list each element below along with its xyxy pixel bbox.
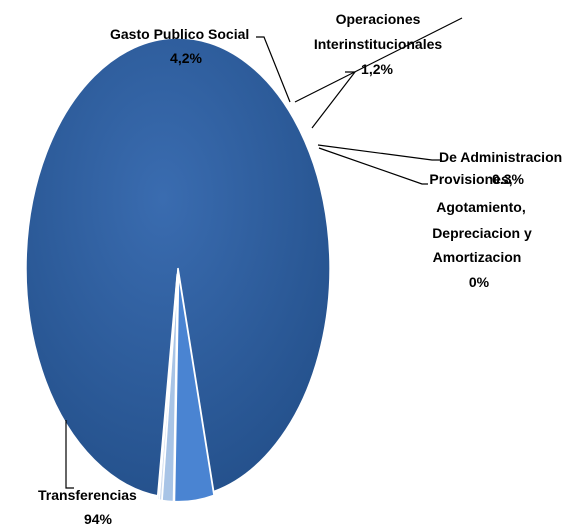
slice-value-transferencias: 94% [84, 511, 113, 527]
slice-gasto-publico-social [173, 273, 215, 503]
leader-operaciones [294, 17, 463, 103]
leader-de-administracion [317, 144, 440, 161]
slice-label-gasto-publico-social: Gasto Publico Social [110, 26, 249, 42]
leader-transferencias [65, 420, 74, 489]
slice-label-operaciones-line2: Interinstitucionales [314, 36, 443, 52]
slice-label-operaciones-line1: Operaciones [336, 11, 421, 27]
slice-provisiones [156, 273, 178, 501]
slice-value-gasto-publico-social: 4,2% [170, 50, 202, 66]
leader-operaciones-value [311, 71, 357, 129]
slice-label-provisiones-line2: Agotamiento, [436, 199, 525, 215]
slice-value-provisiones: 0% [469, 274, 490, 290]
slice-label-transferencias: Transferencias [38, 487, 137, 503]
slice-value-operaciones: 1,2% [361, 61, 393, 77]
leader-provisiones [318, 147, 428, 185]
slice-label-de-administracion: De Administracion [439, 149, 562, 165]
slice-value-de-administracion: 0.3% [492, 171, 524, 187]
slice-label-provisiones-line3: Depreciacion y [432, 225, 532, 241]
slice-label-provisiones-line4: Amortizacion [433, 249, 522, 265]
leader-gasto-publico-social [256, 36, 291, 103]
slice-label-provisiones-line1: Provisiones, [429, 171, 512, 187]
slice-transferencias [25, 37, 331, 498]
